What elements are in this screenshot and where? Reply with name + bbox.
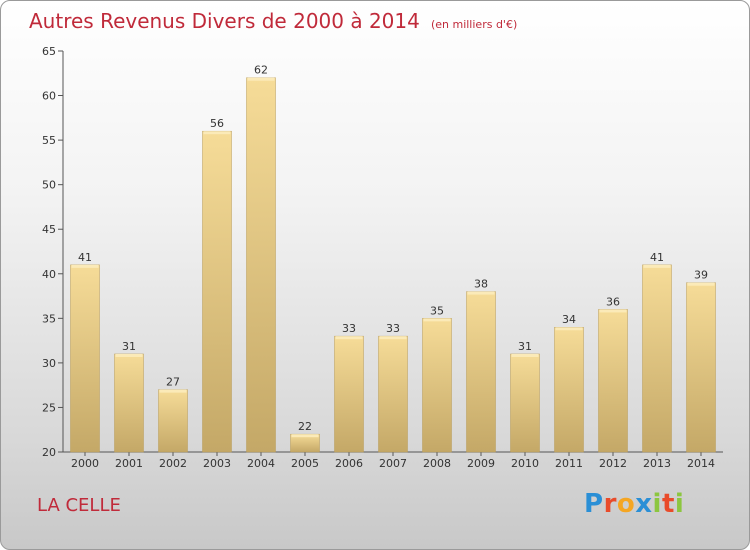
y-axis: 20 25 30 35 40 45 50 55 60 65 xyxy=(42,45,64,459)
bar-highlight xyxy=(335,336,363,340)
bar xyxy=(642,264,672,453)
data-label: 35 xyxy=(430,304,444,317)
data-label: 62 xyxy=(254,64,268,77)
proxiti-logo[interactable]: Proxiti xyxy=(584,489,684,519)
bar xyxy=(466,291,496,453)
x-axis: 2000 2001 2002 2003 2004 2005 2006 2007 2008 2009… xyxy=(63,451,723,470)
chart-title: Autres Revenus Divers de 2000 à 2014 xyxy=(29,9,420,33)
x-tick-label: 2002 xyxy=(159,457,187,470)
bar-highlight xyxy=(291,434,319,438)
data-label: 39 xyxy=(694,269,708,282)
y-tick-label: 45 xyxy=(42,223,56,236)
logo-letter: x xyxy=(635,489,653,519)
x-tick-label: 2001 xyxy=(115,457,143,470)
bar-highlight xyxy=(71,264,99,268)
chart-subtitle: (en milliers d'€) xyxy=(430,18,518,31)
x-tick-label: 2012 xyxy=(599,457,627,470)
y-tick-label: 55 xyxy=(42,134,56,147)
chart-title-block: Autres Revenus Divers de 2000 à 2014 (en… xyxy=(29,9,517,33)
bar xyxy=(70,264,100,453)
bar xyxy=(422,318,452,453)
logo-letter: P xyxy=(584,489,604,519)
x-tick-label: 2005 xyxy=(291,457,319,470)
y-tick-label: 30 xyxy=(42,357,56,370)
bar-highlight xyxy=(423,318,451,322)
x-tick-label: 2006 xyxy=(335,457,363,470)
bar-highlight xyxy=(555,327,583,331)
bar-highlight xyxy=(687,282,715,286)
logo-letter: o xyxy=(616,489,636,519)
data-label: 33 xyxy=(386,322,400,335)
data-label: 27 xyxy=(166,376,180,389)
y-tick-label: 40 xyxy=(42,268,56,281)
bar-highlight xyxy=(467,291,495,295)
bar-highlight xyxy=(599,309,627,313)
data-label: 41 xyxy=(650,251,664,264)
data-label: 36 xyxy=(606,295,620,308)
x-tick-label: 2003 xyxy=(203,457,231,470)
y-tick-label: 65 xyxy=(42,45,56,58)
value-labels: 41 31 27 56 62 22 33 33 35 38 31 34 36 41 39 xyxy=(78,64,708,433)
data-label: 38 xyxy=(474,278,488,291)
bar xyxy=(334,335,364,453)
y-tick-label: 60 xyxy=(42,90,56,103)
logo-letter: i xyxy=(652,489,662,519)
x-tick-label: 2010 xyxy=(511,457,539,470)
logo-letter: t xyxy=(661,489,675,519)
x-tick-label: 2008 xyxy=(423,457,451,470)
y-tick-label: 35 xyxy=(42,312,56,325)
bar-highlight xyxy=(511,353,539,357)
data-label: 56 xyxy=(210,117,224,130)
bar xyxy=(158,389,188,453)
bar-highlight xyxy=(379,336,407,340)
data-label: 41 xyxy=(78,251,92,264)
bar xyxy=(202,130,232,453)
bar xyxy=(686,282,716,453)
x-tick-label: 2013 xyxy=(643,457,671,470)
x-tick-label: 2007 xyxy=(379,457,407,470)
bar-highlight xyxy=(203,131,231,135)
logo-letter: i xyxy=(674,489,685,519)
bar xyxy=(598,309,628,453)
bar-highlight xyxy=(159,389,187,393)
x-tick-label: 2014 xyxy=(687,457,715,470)
y-tick-label: 25 xyxy=(42,401,56,414)
data-label: 22 xyxy=(298,420,312,433)
data-label: 33 xyxy=(342,322,356,335)
bars xyxy=(70,77,716,453)
bar xyxy=(246,77,276,453)
x-tick-label: 2011 xyxy=(555,457,583,470)
bar xyxy=(114,353,144,453)
y-tick-label: 20 xyxy=(42,446,56,459)
data-label: 31 xyxy=(122,340,136,353)
bar-highlight xyxy=(115,353,143,357)
x-tick-label: 2009 xyxy=(467,457,495,470)
city-name: LA CELLE xyxy=(37,495,121,516)
y-tick-label: 50 xyxy=(42,179,56,192)
bar xyxy=(510,353,540,453)
data-label: 34 xyxy=(562,313,576,326)
bar xyxy=(378,335,408,453)
bar xyxy=(554,326,584,453)
data-label: 31 xyxy=(518,340,532,353)
bar-highlight xyxy=(643,264,671,268)
logo-letter: r xyxy=(603,489,617,519)
bar-highlight xyxy=(247,77,275,81)
x-tick-label: 2004 xyxy=(247,457,275,470)
x-tick-label: 2000 xyxy=(71,457,99,470)
